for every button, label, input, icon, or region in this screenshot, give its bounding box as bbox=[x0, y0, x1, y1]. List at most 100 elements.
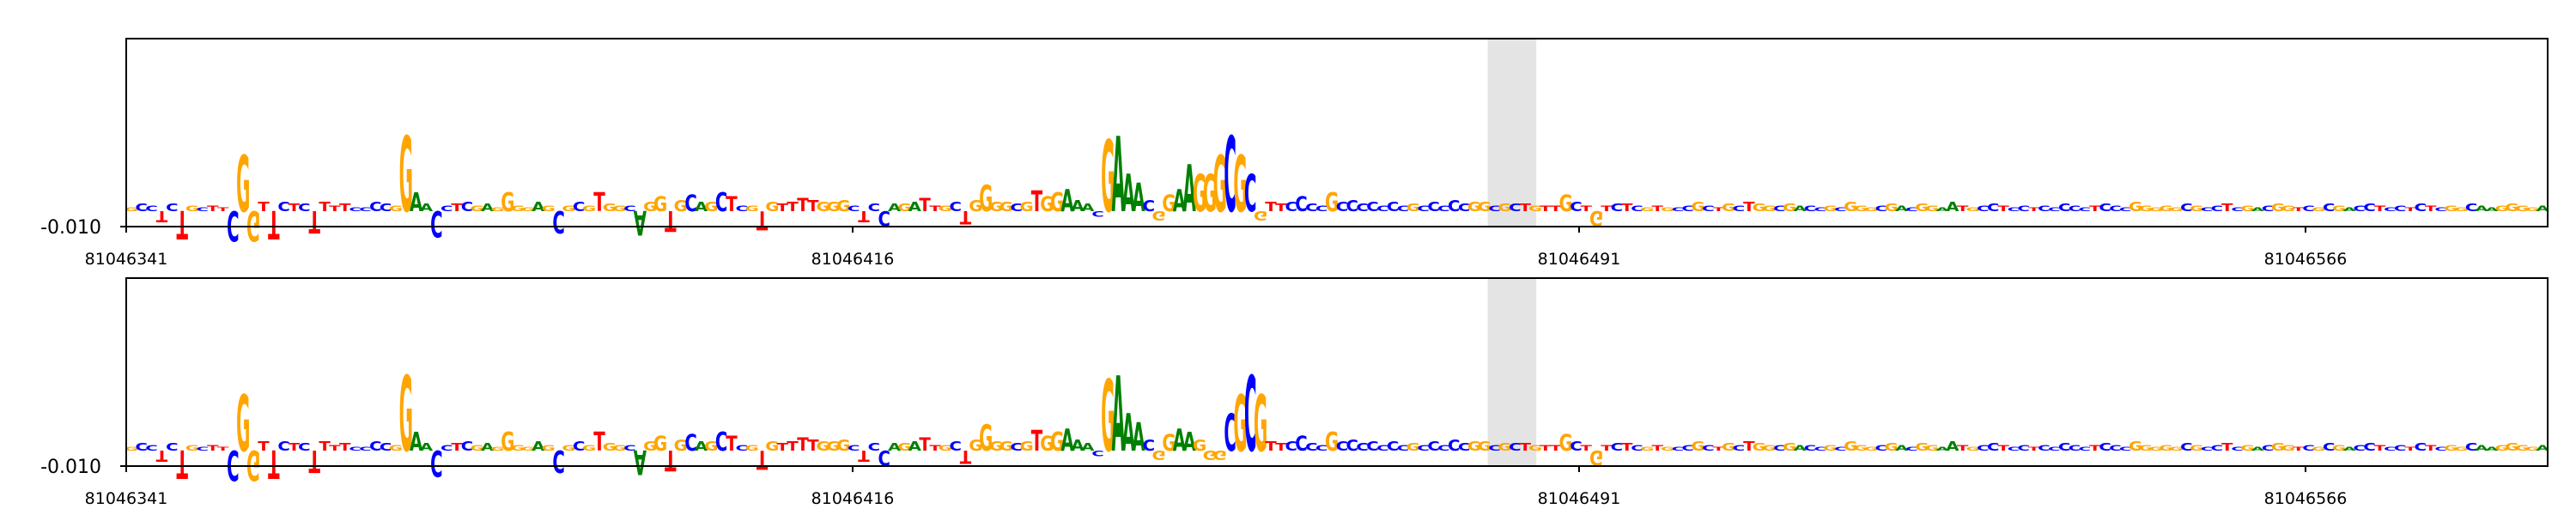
logo-letter: A bbox=[695, 439, 708, 454]
logo-letter: A bbox=[1946, 439, 1959, 454]
logo-letter: G bbox=[2332, 204, 2346, 214]
logo-letter: C bbox=[380, 441, 392, 453]
logo-letter: C bbox=[1834, 207, 1846, 213]
logo-letter: C bbox=[1905, 446, 1917, 452]
logo-letter: G bbox=[1325, 187, 1339, 217]
logo-letter: G bbox=[826, 200, 840, 215]
logo-letter: C bbox=[1244, 164, 1256, 224]
logo-letter: C bbox=[1570, 200, 1582, 215]
logo-letter: G bbox=[1101, 121, 1115, 234]
logo-letter: C bbox=[715, 427, 727, 457]
logo-letter: G bbox=[1498, 441, 1511, 453]
logo-letter: C bbox=[848, 204, 860, 214]
logo-letter: C bbox=[1458, 441, 1470, 453]
logo-letter: G bbox=[1406, 441, 1420, 453]
logo-letter: C bbox=[868, 441, 880, 453]
logo-letter: G bbox=[765, 200, 779, 215]
logo-letter: C bbox=[2302, 204, 2314, 214]
logo-letter: C bbox=[2211, 444, 2223, 453]
logo-letter: C bbox=[2119, 207, 2131, 213]
logo-letter: A bbox=[420, 202, 434, 214]
logo-letter: C bbox=[1977, 444, 1989, 453]
logo-letter: T bbox=[1550, 204, 1562, 214]
logo-letter: T bbox=[726, 433, 737, 456]
logo-letter: T bbox=[2425, 444, 2437, 453]
logo-letter: C bbox=[684, 190, 696, 217]
logo-letter: C bbox=[1509, 441, 1521, 453]
logo-letter: T bbox=[1581, 204, 1593, 214]
logo-letter: C bbox=[2231, 207, 2243, 213]
logo-letter: C bbox=[1437, 444, 1449, 453]
logo-letter: C bbox=[1458, 202, 1470, 214]
logo-letter: C bbox=[1366, 439, 1378, 454]
logo-letter: C bbox=[1011, 441, 1023, 453]
logo-letter: G bbox=[1915, 441, 1929, 453]
logo-letter: C bbox=[1448, 197, 1460, 215]
logo-letter: C bbox=[2415, 202, 2427, 214]
logo-letter: T bbox=[2089, 444, 2101, 453]
logo-letter: G bbox=[704, 200, 718, 215]
bottom-logo-letters: GCCTCTGCTTCGGTTCTCTTTTCCCCGGAACCTCGAGGGG… bbox=[125, 356, 2549, 489]
logo-letter: T bbox=[268, 201, 280, 245]
logo-letter: C bbox=[1427, 439, 1439, 454]
logo-letter: C bbox=[949, 439, 961, 454]
logo-letter: G bbox=[939, 444, 952, 453]
logo-letter: G bbox=[674, 197, 688, 215]
logo-letter: T bbox=[2028, 446, 2040, 452]
logo-letter: A bbox=[1060, 183, 1074, 219]
logo-letter: G bbox=[1203, 447, 1217, 462]
logo-letter: G bbox=[1824, 444, 1838, 453]
logo-letter: C bbox=[2180, 441, 2192, 453]
logo-letter: G bbox=[236, 380, 250, 470]
logo-letter: C bbox=[359, 207, 371, 213]
logo-letter: C bbox=[1285, 200, 1297, 215]
logo-letter: T bbox=[756, 205, 769, 235]
logo-letter: A bbox=[908, 200, 922, 215]
logo-letter: G bbox=[399, 117, 413, 237]
logo-letter: G bbox=[1640, 207, 1654, 213]
bottom-xtick-label: 81046566 bbox=[2264, 489, 2348, 508]
logo-letter: C bbox=[145, 444, 157, 453]
logo-letter: C bbox=[298, 441, 310, 453]
logo-letter: G bbox=[897, 202, 911, 214]
logo-letter: T bbox=[2221, 202, 2234, 214]
logo-letter: G bbox=[613, 444, 627, 453]
logo-letter: T bbox=[339, 202, 352, 214]
logo-letter: C bbox=[848, 444, 860, 453]
logo-letter: G bbox=[582, 444, 596, 453]
logo-letter: C bbox=[623, 204, 635, 214]
logo-letter: G bbox=[1406, 202, 1420, 214]
logo-letter: G bbox=[1558, 429, 1572, 457]
top-xtick-label: 81046416 bbox=[811, 250, 895, 269]
logo-letter: G bbox=[1753, 202, 1766, 214]
logo-letter: T bbox=[156, 446, 168, 464]
logo-letter: A bbox=[1071, 197, 1084, 215]
logo-letter: C bbox=[2018, 444, 2030, 453]
logo-letter: A bbox=[481, 441, 495, 453]
logo-letter: C bbox=[868, 202, 880, 214]
logo-letter: C bbox=[1285, 439, 1297, 454]
logo-letter: C bbox=[2262, 204, 2274, 214]
logo-letter: A bbox=[1132, 177, 1145, 221]
logo-letter: G bbox=[1844, 439, 1857, 454]
top-xtick-label: 81046491 bbox=[1538, 250, 1621, 269]
logo-letter: C bbox=[1224, 403, 1236, 464]
logo-letter: A bbox=[1112, 117, 1125, 237]
logo-letter: C bbox=[1804, 444, 1816, 453]
logo-letter: T bbox=[1581, 444, 1593, 453]
logo-letter: T bbox=[929, 444, 941, 453]
logo-letter: A bbox=[2536, 204, 2549, 214]
logo-letter: C bbox=[2394, 204, 2406, 214]
logo-letter: G bbox=[2139, 204, 2153, 214]
logo-letter: C bbox=[2008, 446, 2020, 452]
logo-letter: T bbox=[451, 202, 464, 214]
logo-letter: C bbox=[1346, 197, 1358, 215]
logo-letter: G bbox=[1101, 360, 1115, 474]
logo-letter: T bbox=[960, 207, 972, 228]
logo-letter: G bbox=[979, 418, 993, 460]
logo-letter: C bbox=[2465, 441, 2477, 453]
logo-letter: A bbox=[2342, 207, 2356, 213]
logo-letter: T bbox=[665, 204, 677, 237]
logo-letter: T bbox=[1743, 439, 1755, 454]
logo-letter: C bbox=[2354, 444, 2366, 453]
